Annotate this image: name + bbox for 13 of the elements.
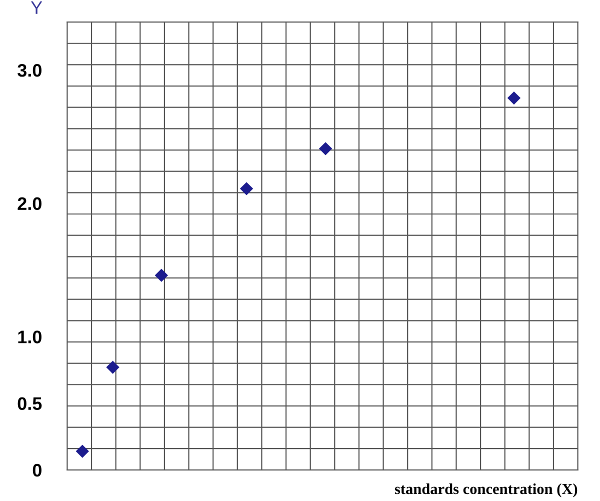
point: [318, 142, 332, 156]
y-tick-label: 1.0: [18, 330, 42, 344]
point: [240, 182, 254, 196]
point: [154, 268, 168, 282]
y-axis-title: Y: [30, 1, 42, 14]
point: [76, 444, 89, 458]
y-tick-label: 3.0: [18, 64, 42, 77]
point: [106, 360, 120, 374]
y-tick-label: 2.0: [18, 197, 42, 210]
point: [507, 91, 521, 105]
y-tick-label: 0: [32, 464, 42, 477]
x-axis-title: standards concentration (X): [394, 483, 578, 498]
y-tick-label: 0.5: [18, 397, 42, 410]
